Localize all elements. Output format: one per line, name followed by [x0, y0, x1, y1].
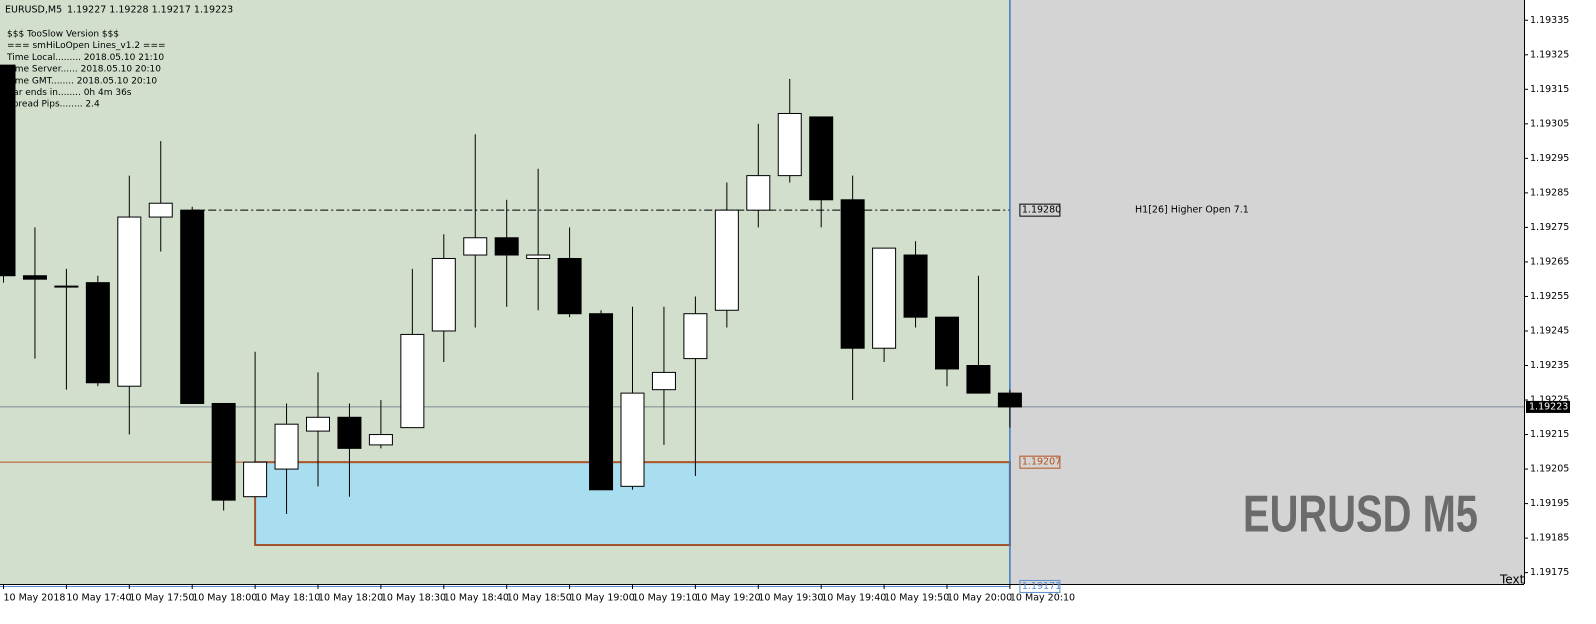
info-line: Time GMT........ 2018.05.10 20:10 [6, 76, 157, 86]
x-tick-label: 10 May 19:40 [821, 593, 886, 604]
x-tick-label: 10 May 19:50 [884, 593, 949, 604]
corner-text: Text [1499, 573, 1525, 587]
y-tick-label: 1.19235 [1530, 360, 1569, 371]
candle-body [54, 285, 79, 288]
candle-body [463, 237, 488, 256]
y-tick-label: 1.19215 [1530, 429, 1569, 440]
info-line: Time Server...... 2018.05.10 20:10 [6, 65, 161, 75]
level-label: 1.19207 [1022, 457, 1061, 468]
x-tick-label: 10 May 19:10 [633, 593, 698, 604]
current-price-label: 1.19223 [1529, 401, 1568, 412]
candle-body [651, 371, 676, 391]
x-tick-label: 10 May 19:30 [758, 593, 823, 604]
future-area [1009, 0, 1524, 584]
y-tick-label: 1.19205 [1530, 464, 1569, 475]
candle-body [966, 365, 991, 394]
x-tick-label: 10 May 18:20 [318, 593, 383, 604]
candle-body [306, 416, 330, 432]
candle-body [620, 392, 645, 487]
x-tick-label: 10 May 18:40 [444, 593, 509, 604]
candle-body [211, 402, 236, 501]
candle-body [872, 247, 897, 349]
info-line: Time Local......... 2018.05.10 21:10 [6, 53, 164, 63]
candle-body [840, 199, 865, 349]
y-tick-label: 1.19265 [1530, 256, 1569, 267]
candle-body [0, 64, 16, 277]
level-note: H1[26] Higher Open 7.1 [1135, 205, 1249, 216]
candle-body [148, 202, 173, 218]
y-tick-label: 1.19335 [1530, 15, 1569, 26]
info-line: Bar ends in........ 0h 4m 36s [7, 88, 132, 98]
x-tick-label: 10 May 17:50 [129, 593, 194, 604]
info-line: $$$ TooSlow Version $$$ [7, 30, 119, 40]
y-tick-label: 1.19195 [1530, 498, 1569, 509]
level-label: 1.19171 [1022, 581, 1061, 592]
x-tick-label: 10 May 19:00 [570, 593, 635, 604]
candle-body [400, 333, 425, 429]
x-tick-label: 10 May 19:20 [695, 593, 760, 604]
candle-body [746, 175, 771, 211]
ohlc-text: 1.19227 1.19228 1.19217 1.19223 [67, 5, 233, 16]
candle-body [85, 282, 110, 384]
candle-body [22, 275, 47, 280]
candle-body [809, 116, 834, 201]
x-tick-label: 10 May 18:50 [507, 593, 572, 604]
y-tick-label: 1.19275 [1530, 222, 1569, 233]
info-line: === smHiLoOpen Lines_v1.2 === [7, 41, 166, 51]
level-label-box [1019, 203, 1061, 217]
candle-body [526, 254, 551, 259]
candle-body [935, 316, 959, 370]
x-tick-label: 10 May 18:00 [192, 593, 257, 604]
y-tick-label: 1.19295 [1530, 153, 1569, 164]
y-tick-label: 1.19315 [1530, 84, 1569, 95]
candle-body [368, 434, 393, 446]
y-tick-label: 1.19285 [1530, 187, 1569, 198]
candle-body [337, 416, 362, 449]
y-tick-label: 1.19325 [1530, 49, 1569, 60]
candle-body [431, 257, 456, 332]
x-tick-label: 10 May 18:10 [255, 593, 320, 604]
info-line: Spread Pips........ 2.4 [7, 100, 100, 110]
candle-body [777, 112, 802, 177]
y-tick-label: 1.19245 [1530, 325, 1569, 336]
y-tick-label: 1.19175 [1530, 567, 1569, 578]
x-tick-label: 10 May 20:00 [947, 593, 1012, 604]
candle-body [903, 254, 928, 318]
level-label-box [1019, 455, 1061, 469]
x-tick-label: 10 May 20:10 [1010, 593, 1075, 604]
x-tick-label: 10 May 2018 [4, 593, 66, 604]
symbol: EURUSD,M5 [5, 5, 62, 16]
y-tick-label: 1.19225 [1530, 395, 1569, 406]
level-label-box [1019, 579, 1061, 593]
candle-body [180, 209, 205, 404]
candle-body [274, 423, 299, 470]
y-tick-label: 1.19305 [1530, 118, 1569, 129]
candle-body [557, 257, 582, 315]
candle-body [714, 209, 739, 311]
candle-body [117, 216, 142, 387]
candle-body [243, 461, 268, 498]
x-tick-label: 10 May 17:40 [66, 593, 131, 604]
y-tick-label: 1.19185 [1530, 533, 1569, 544]
y-tick-label: 1.19255 [1530, 291, 1569, 302]
watermark: EURUSD M5 [1243, 486, 1478, 544]
candle-body [683, 313, 708, 360]
x-tick-label: 10 May 18:30 [381, 593, 446, 604]
current-price-box [1526, 400, 1570, 413]
candle-body [589, 313, 614, 491]
candle-body [494, 237, 519, 256]
level-label: 1.19280 [1022, 205, 1061, 216]
candle-body [997, 392, 1022, 408]
